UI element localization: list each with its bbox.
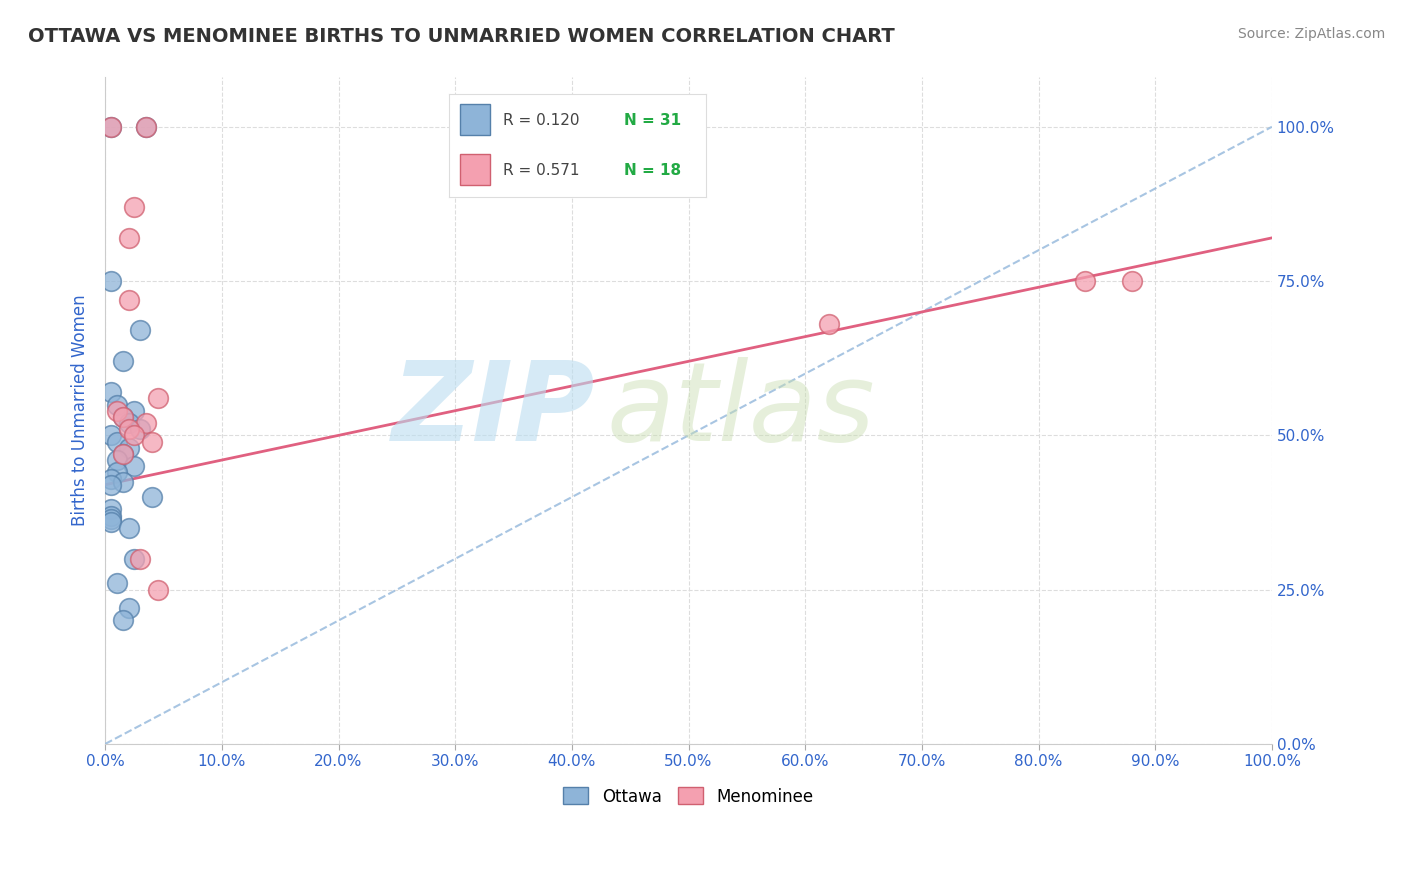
Point (141, 434, 163, 449)
Text: atlas: atlas (607, 357, 876, 464)
Point (100, 428, 122, 442)
Point (129, 422, 152, 436)
Point (124, 551, 146, 566)
Point (100, 515, 122, 529)
Point (135, 120, 157, 134)
Point (117, 422, 139, 436)
Point (124, 428, 146, 442)
Point (100, 477, 122, 491)
Text: ZIP: ZIP (392, 357, 595, 464)
Point (111, 354, 134, 368)
Text: Source: ZipAtlas.com: Source: ZipAtlas.com (1237, 27, 1385, 41)
Point (817, 318, 839, 332)
Legend: Ottawa, Menominee: Ottawa, Menominee (557, 780, 820, 813)
Point (135, 120, 157, 134)
Point (100, 471, 122, 485)
Point (1074, 274, 1097, 288)
Point (100, 508, 122, 523)
Point (124, 200, 146, 214)
Point (146, 582, 169, 597)
Point (105, 397, 128, 411)
Point (111, 475, 134, 489)
Point (111, 409, 134, 424)
Point (100, 385, 122, 400)
Point (105, 403, 128, 417)
Point (111, 614, 134, 628)
Point (146, 392, 169, 406)
Point (117, 441, 139, 455)
Text: OTTAWA VS MENOMINEE BIRTHS TO UNMARRIED WOMEN CORRELATION CHART: OTTAWA VS MENOMINEE BIRTHS TO UNMARRIED … (28, 27, 894, 45)
Point (135, 416, 157, 430)
Point (111, 409, 134, 424)
Point (100, 274, 122, 288)
Point (129, 323, 152, 337)
Point (100, 120, 122, 134)
Point (105, 434, 128, 449)
Point (117, 293, 139, 307)
Point (105, 466, 128, 480)
Point (124, 403, 146, 417)
Point (111, 447, 134, 461)
Point (100, 502, 122, 516)
Point (124, 459, 146, 474)
Point (141, 490, 163, 504)
Point (105, 453, 128, 467)
Point (105, 576, 128, 591)
Point (117, 521, 139, 535)
Point (111, 447, 134, 461)
Point (117, 416, 139, 430)
Point (117, 231, 139, 245)
Y-axis label: Births to Unmarried Women: Births to Unmarried Women (72, 295, 89, 526)
Point (129, 551, 152, 566)
Point (100, 120, 122, 134)
Point (117, 601, 139, 615)
Point (100, 511, 122, 525)
Point (1121, 274, 1143, 288)
